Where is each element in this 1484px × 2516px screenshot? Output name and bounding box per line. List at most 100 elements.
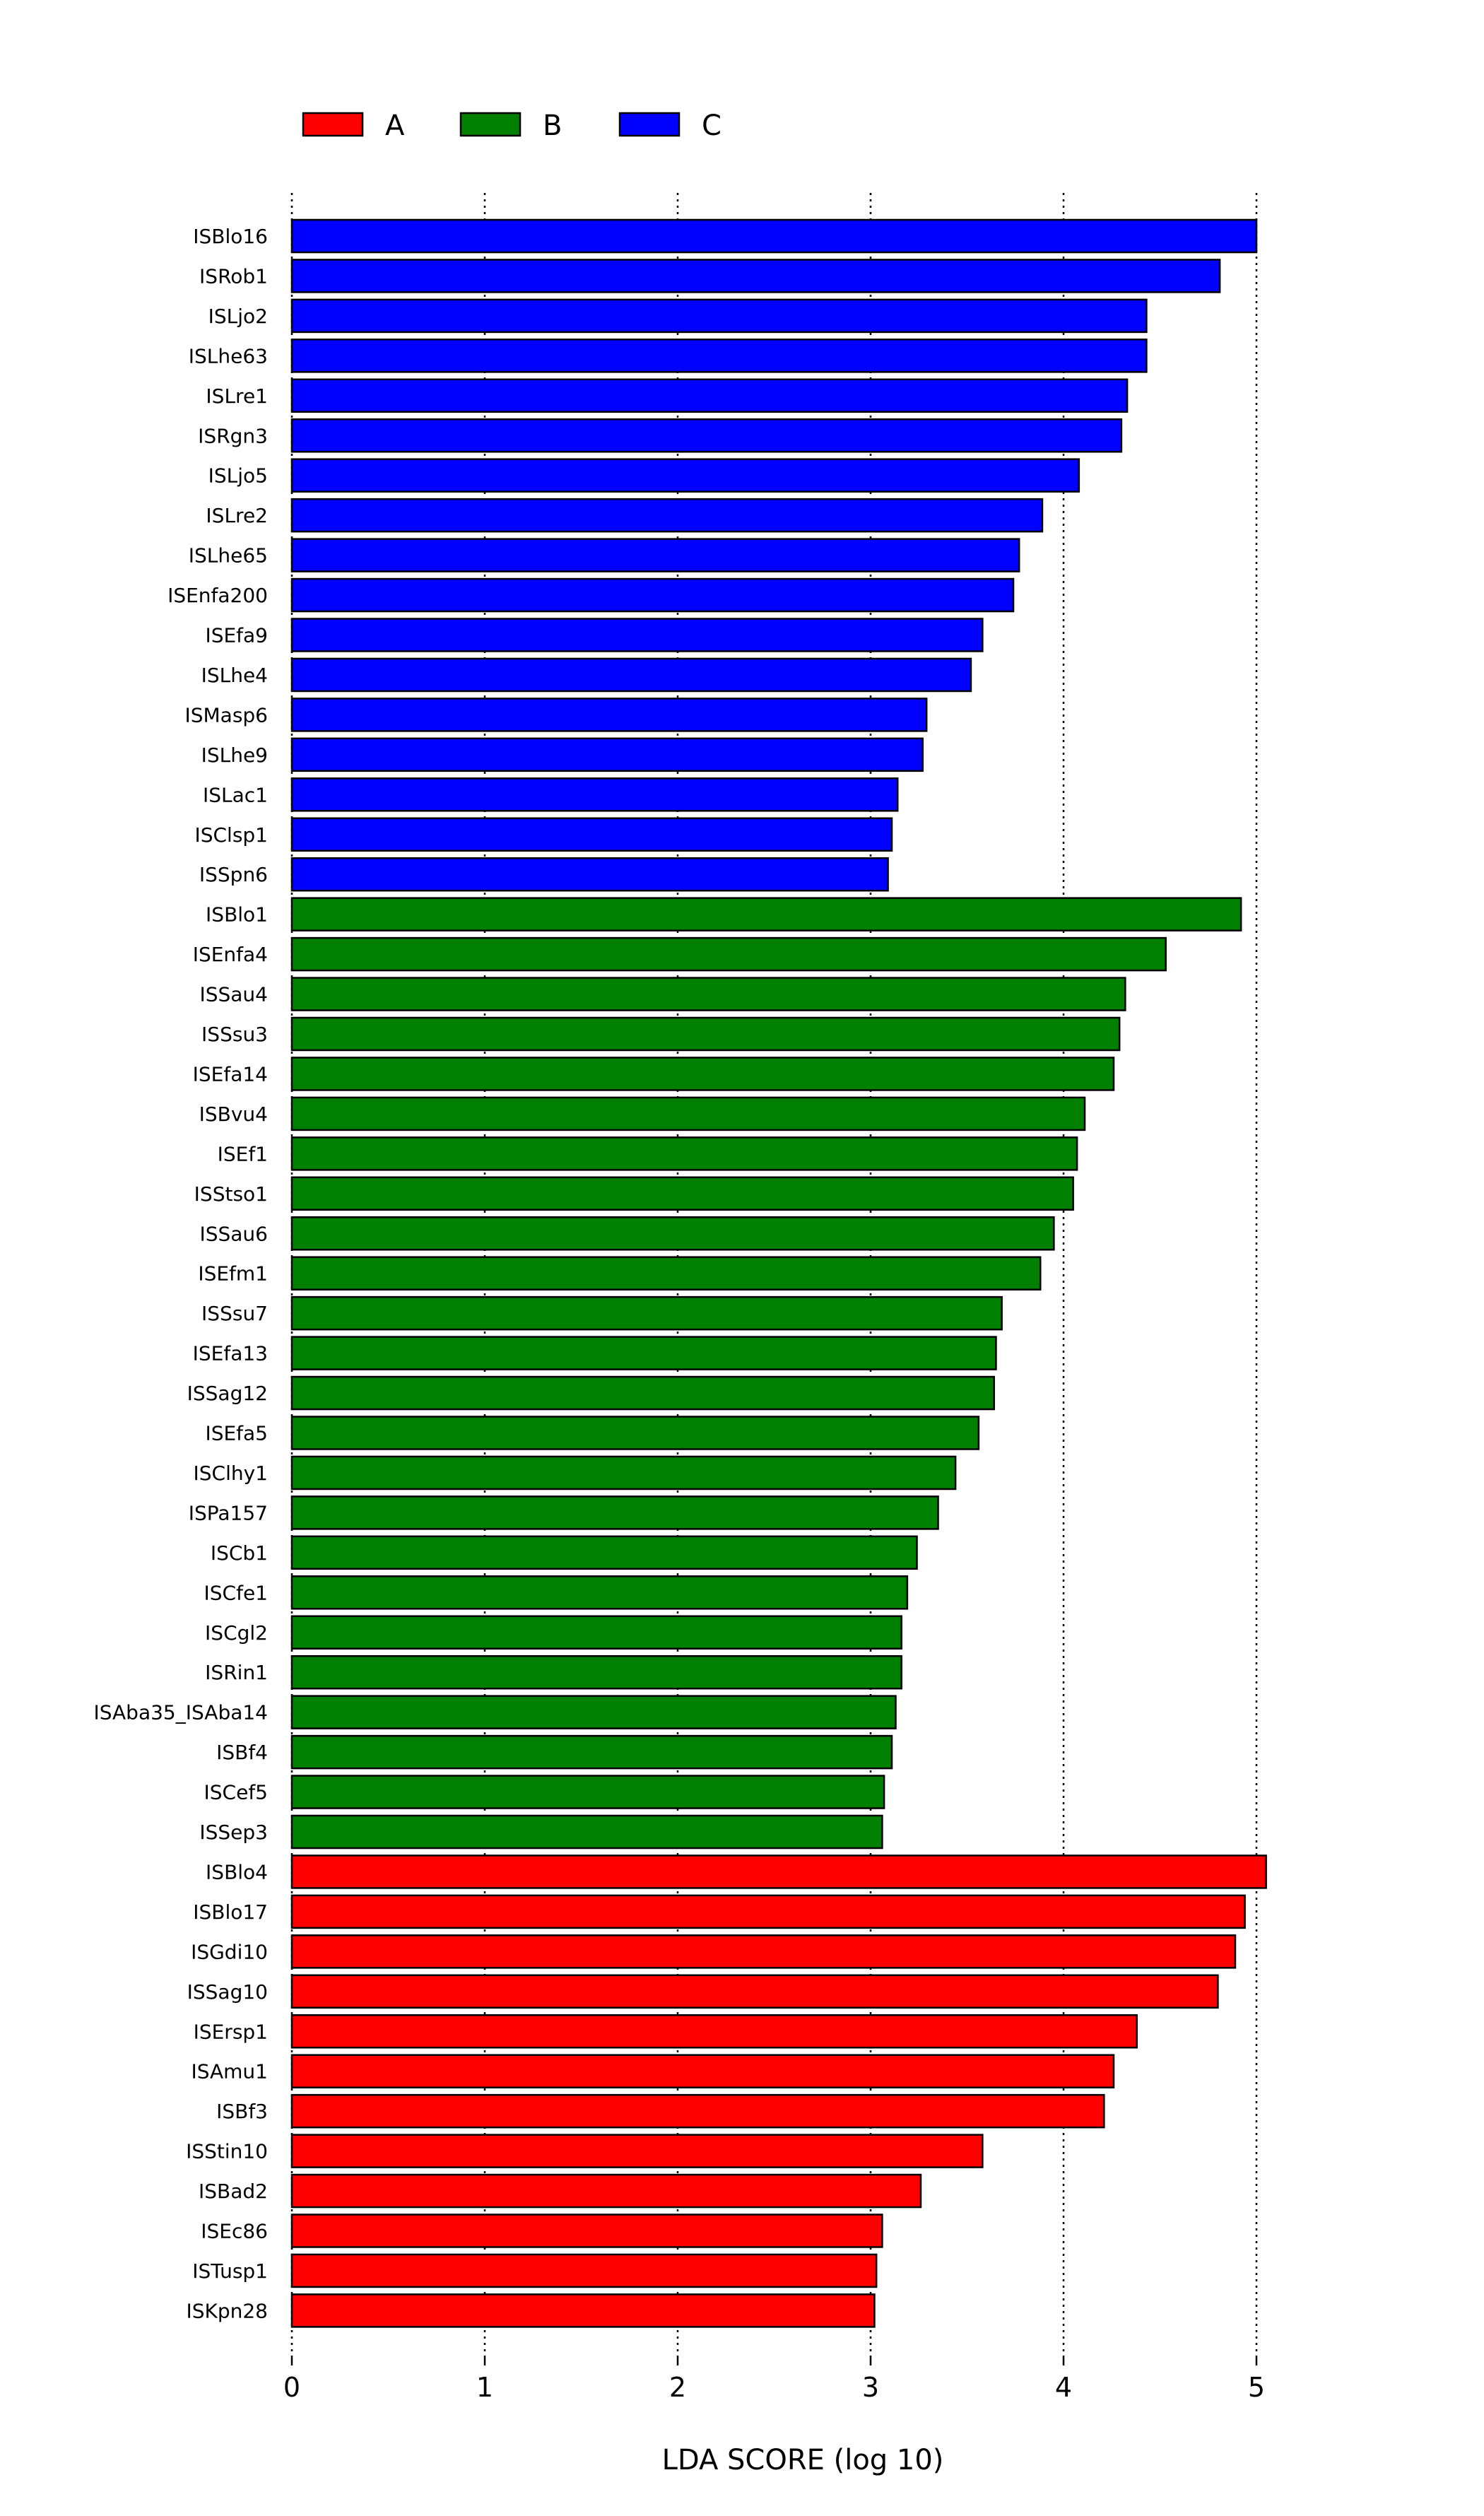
bar-ISCgl2 xyxy=(290,1615,902,1650)
bar-ISEfa9 xyxy=(290,618,984,652)
category-label-ISEfa5: ISEfa5 xyxy=(205,1422,268,1445)
category-label-ISBf4: ISBf4 xyxy=(216,1741,268,1764)
x-axis: 0 1 2 3 4 5 xyxy=(283,2356,1265,2403)
category-label-ISRin1: ISRin1 xyxy=(205,1661,268,1684)
bar-ISSau6 xyxy=(290,1216,1055,1251)
bar-ISRob1 xyxy=(290,259,1221,293)
bar-ISEnfa200 xyxy=(290,577,1015,613)
category-label-ISCfe1: ISCfe1 xyxy=(204,1581,268,1604)
bar-ISEc86 xyxy=(290,2214,883,2248)
x-tick-label-4: 4 xyxy=(1055,2372,1072,2403)
x-tick-label-5: 5 xyxy=(1248,2372,1265,2403)
bar-ISRgn3 xyxy=(290,418,1123,453)
bar-ISStso1 xyxy=(290,1176,1074,1211)
category-label-ISLjo5: ISLjo5 xyxy=(208,464,268,488)
bar-ISLhe4 xyxy=(290,657,972,693)
bar-ISAba35_ISAba14 xyxy=(290,1695,897,1729)
category-label-ISSsu7: ISSsu7 xyxy=(201,1302,268,1325)
bar-ISCfe1 xyxy=(290,1575,909,1610)
category-label-ISLre1: ISLre1 xyxy=(206,384,268,408)
bar-ISSau4 xyxy=(290,977,1126,1011)
bar-ISEfm1 xyxy=(290,1256,1042,1291)
category-label-ISBlo17: ISBlo17 xyxy=(193,1900,268,1924)
category-label-ISClhy1: ISClhy1 xyxy=(194,1462,269,1485)
bar-ISSag12 xyxy=(290,1375,995,1411)
category-label-ISErsp1: ISErsp1 xyxy=(194,2020,268,2043)
bar-ISBad2 xyxy=(290,2173,922,2209)
category-label-ISBf3: ISBf3 xyxy=(216,2100,268,2123)
x-axis-title: LDA SCORE (log 10) xyxy=(662,2444,944,2476)
category-label-ISAba35_ISAba14: ISAba35_ISAba14 xyxy=(93,1701,268,1724)
category-label-ISSag12: ISSag12 xyxy=(187,1382,268,1405)
bar-ISTusp1 xyxy=(290,2253,878,2288)
category-label-ISLhe9: ISLhe9 xyxy=(201,743,268,767)
bar-ISRin1 xyxy=(290,1654,902,1690)
bar-ISBlo1 xyxy=(290,897,1242,931)
bar-ISSsu7 xyxy=(290,1295,1003,1331)
category-label-ISLac1: ISLac1 xyxy=(203,783,268,806)
legend: A B C xyxy=(302,110,722,142)
category-label-ISSpn6: ISSpn6 xyxy=(199,863,268,886)
category-label-ISEfa9: ISEfa9 xyxy=(205,624,268,647)
x-tick-label-2: 2 xyxy=(669,2372,686,2403)
bar-ISMasp6 xyxy=(290,698,928,732)
bar-ISAmu1 xyxy=(290,2054,1115,2088)
category-label-ISTusp1: ISTusp1 xyxy=(192,2259,268,2283)
bar-ISEf1 xyxy=(290,1136,1078,1171)
bar-ISPa157 xyxy=(290,1495,939,1530)
bar-ISEfa5 xyxy=(290,1416,980,1450)
category-label-ISSep3: ISSep3 xyxy=(199,1821,268,1844)
x-tick-label-1: 1 xyxy=(476,2372,493,2403)
legend-swatch-b xyxy=(459,112,522,137)
category-label-ISBlo1: ISBlo1 xyxy=(206,903,268,927)
bar-ISBlo4 xyxy=(290,1854,1267,1889)
bar-ISEfa14 xyxy=(290,1057,1115,1091)
category-label-ISBlo16: ISBlo16 xyxy=(193,225,268,248)
category-label-ISLhe63: ISLhe63 xyxy=(189,344,268,368)
category-label-ISSsu3: ISSsu3 xyxy=(201,1023,268,1046)
category-label-ISLhe65: ISLhe65 xyxy=(189,544,268,568)
x-tick-label-3: 3 xyxy=(862,2372,879,2403)
bar-ISLre1 xyxy=(290,378,1129,413)
category-label-ISClsp1: ISClsp1 xyxy=(194,823,268,847)
bar-ISSep3 xyxy=(290,1814,883,1850)
category-label-ISBlo4: ISBlo4 xyxy=(206,1860,268,1883)
category-label-ISCgl2: ISCgl2 xyxy=(205,1621,268,1645)
category-label-ISBad2: ISBad2 xyxy=(199,2180,268,2203)
category-label-ISEfa14: ISEfa14 xyxy=(193,1062,268,1086)
category-label-ISCef5: ISCef5 xyxy=(204,1781,268,1804)
bar-ISBf3 xyxy=(290,2093,1105,2129)
bar-ISSpn6 xyxy=(290,857,889,892)
category-label-ISLre2: ISLre2 xyxy=(206,504,268,527)
legend-label-b: B xyxy=(543,110,562,142)
bar-ISGdi10 xyxy=(290,1934,1237,1969)
bar-ISLac1 xyxy=(290,777,899,812)
category-label-ISRgn3: ISRgn3 xyxy=(198,424,268,447)
category-label-ISRob1: ISRob1 xyxy=(199,264,268,288)
bar-ISClsp1 xyxy=(290,817,893,852)
category-labels: ISBlo16 ISRob1 ISLjo2 ISLhe63 ISLre1 ISRgn3 IS… xyxy=(93,225,268,2322)
category-label-ISSau6: ISSau6 xyxy=(199,1222,268,1245)
category-label-ISPa157: ISPa157 xyxy=(189,1501,268,1524)
bar-ISBvu4 xyxy=(290,1096,1086,1131)
category-label-ISMasp6: ISMasp6 xyxy=(184,703,268,727)
bar-ISCef5 xyxy=(290,1775,885,1809)
bars xyxy=(290,218,1267,2328)
category-label-ISEfa13: ISEfa13 xyxy=(193,1342,268,1365)
bar-ISLhe63 xyxy=(290,339,1148,373)
bar-ISLjo5 xyxy=(290,458,1080,493)
category-label-ISEc86: ISEc86 xyxy=(201,2220,268,2243)
bar-ISLre2 xyxy=(290,498,1044,533)
category-label-ISEnfa200: ISEnfa200 xyxy=(167,584,268,607)
bar-ISCb1 xyxy=(290,1535,918,1570)
bar-ISBf4 xyxy=(290,1734,893,1770)
x-tick-label-0: 0 xyxy=(283,2372,300,2403)
category-label-ISKpn28: ISKpn28 xyxy=(186,2299,268,2322)
category-label-ISEnfa4: ISEnfa4 xyxy=(193,943,268,966)
category-label-ISGdi10: ISGdi10 xyxy=(191,1940,268,1963)
legend-swatch-a xyxy=(302,112,364,137)
category-label-ISBvu4: ISBvu4 xyxy=(199,1103,268,1126)
bar-ISBlo16 xyxy=(290,218,1258,254)
